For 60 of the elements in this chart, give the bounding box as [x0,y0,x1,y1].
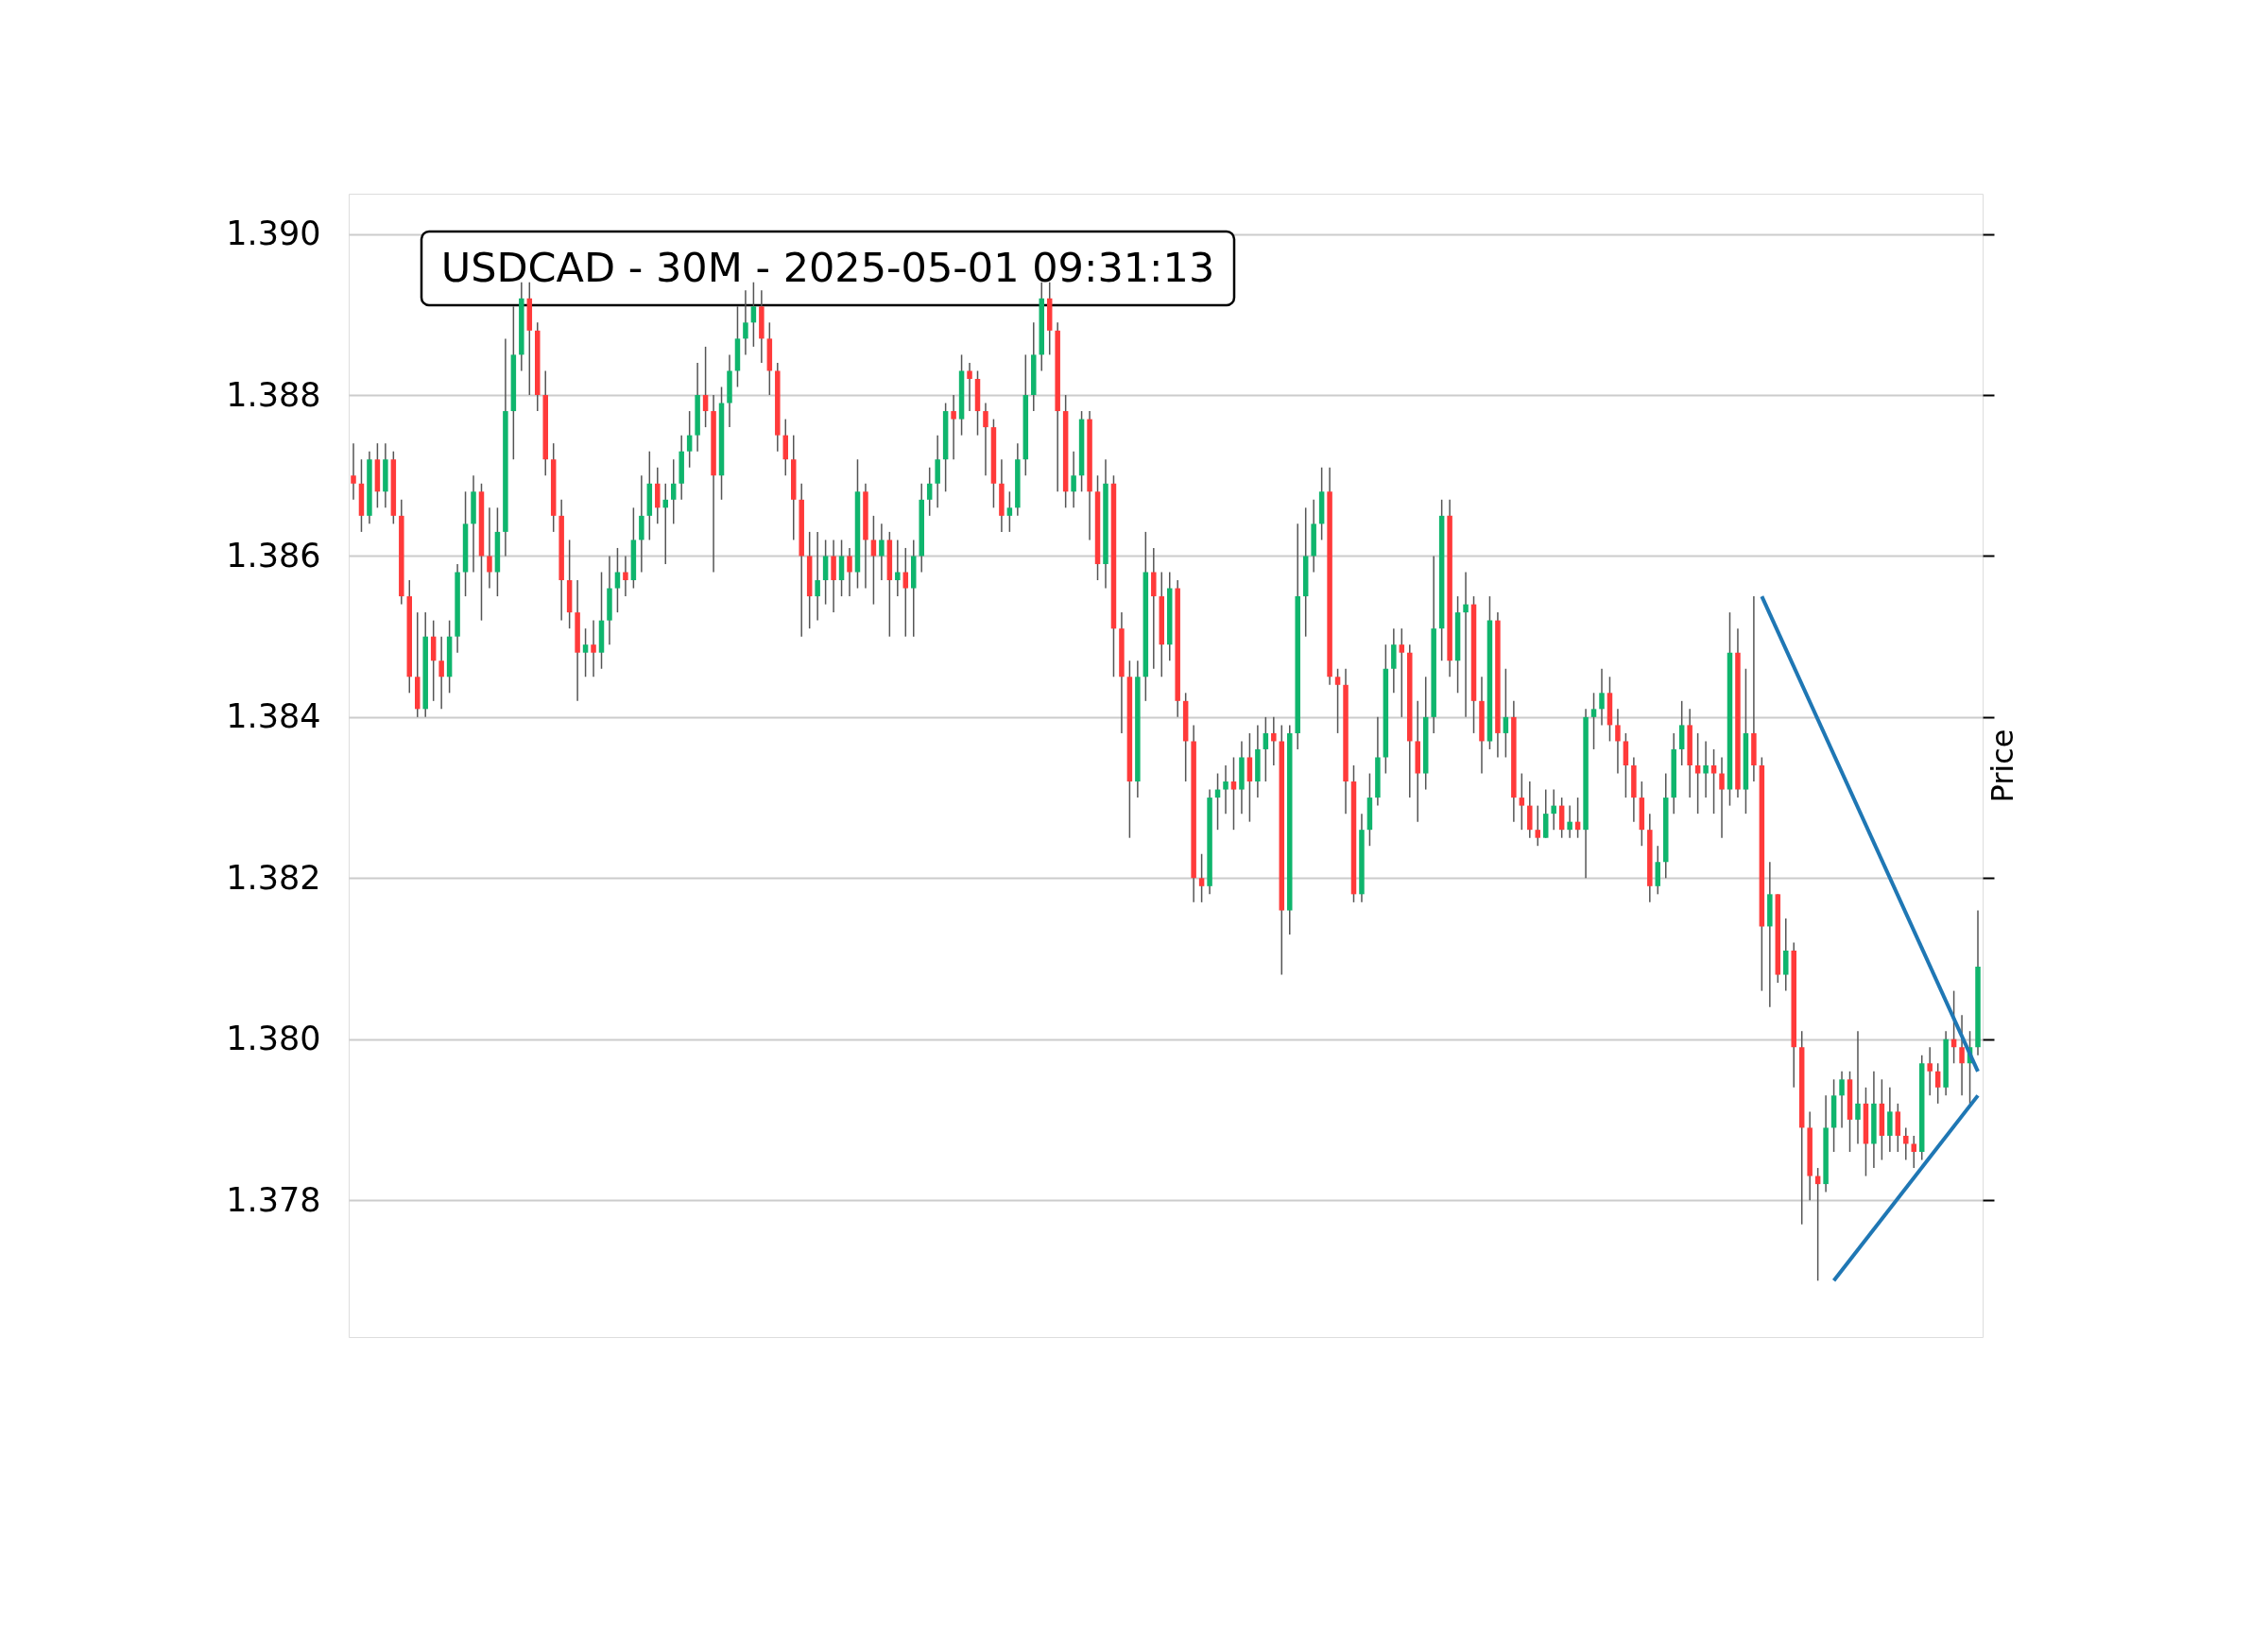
candlestick [1198,852,1205,903]
candlestick [1694,732,1701,815]
candlestick [743,289,748,356]
candlestick [1934,1062,1941,1105]
y-tick-label: 1.388 [226,375,321,414]
candlestick [438,635,444,711]
candlestick [895,539,901,597]
candlestick [926,466,933,517]
candlestick [1519,772,1525,831]
y-tick-label: 1.384 [226,697,321,736]
candlestick [1263,716,1269,782]
candlestick [879,523,885,581]
candlestick [702,346,709,428]
candlestick [1839,1071,1845,1129]
candlestick [1567,804,1572,839]
y-axis-title: Price [1984,729,2020,803]
candlestick [983,402,988,476]
candlestick [591,619,596,678]
candlestick [1271,716,1277,766]
candlestick [582,627,589,678]
text: USDCAD - 30M - 2025-05-01 09:31:13 [440,244,1215,291]
y-tick-label: 1.390 [226,214,321,253]
candlestick [951,394,956,460]
candlestick [1551,788,1556,831]
candlestick [1911,1135,1917,1169]
y-tick-label: 1.380 [226,1020,321,1058]
candlestick [351,442,356,501]
candlestick [1223,764,1228,815]
candlestick [967,362,972,412]
candlestick [1503,668,1509,759]
candlestick [487,506,492,590]
candlestick [902,547,909,638]
candlestick [1599,668,1605,727]
candlestick [1399,627,1405,718]
candlestick [670,458,677,525]
candlestick [1615,708,1621,775]
candlestick [1590,692,1597,750]
y-tick-label: 1.386 [226,536,321,575]
candlestick [1903,1126,1909,1161]
candlestick [1463,571,1469,718]
candlestick [847,547,852,597]
candlestick [1334,668,1341,734]
candlestick [1535,804,1541,847]
candlestick [1071,450,1076,509]
y-tick-label: 1.382 [226,858,321,897]
y-tick-label: 1.378 [226,1180,321,1219]
candlestick [1855,1030,1861,1145]
candlestick [750,281,757,348]
candlestick [623,555,628,597]
candlestick [1927,1046,1933,1097]
candlestick [1719,756,1725,839]
candlestick [686,410,693,469]
candlestick [1230,756,1237,831]
candlestick [1006,490,1013,533]
candlestick [815,531,820,622]
candlestick [1710,748,1717,815]
candlestick [1703,740,1709,798]
candlestick [614,547,621,613]
candlestick [1959,1014,1965,1097]
candlestick [870,515,877,606]
